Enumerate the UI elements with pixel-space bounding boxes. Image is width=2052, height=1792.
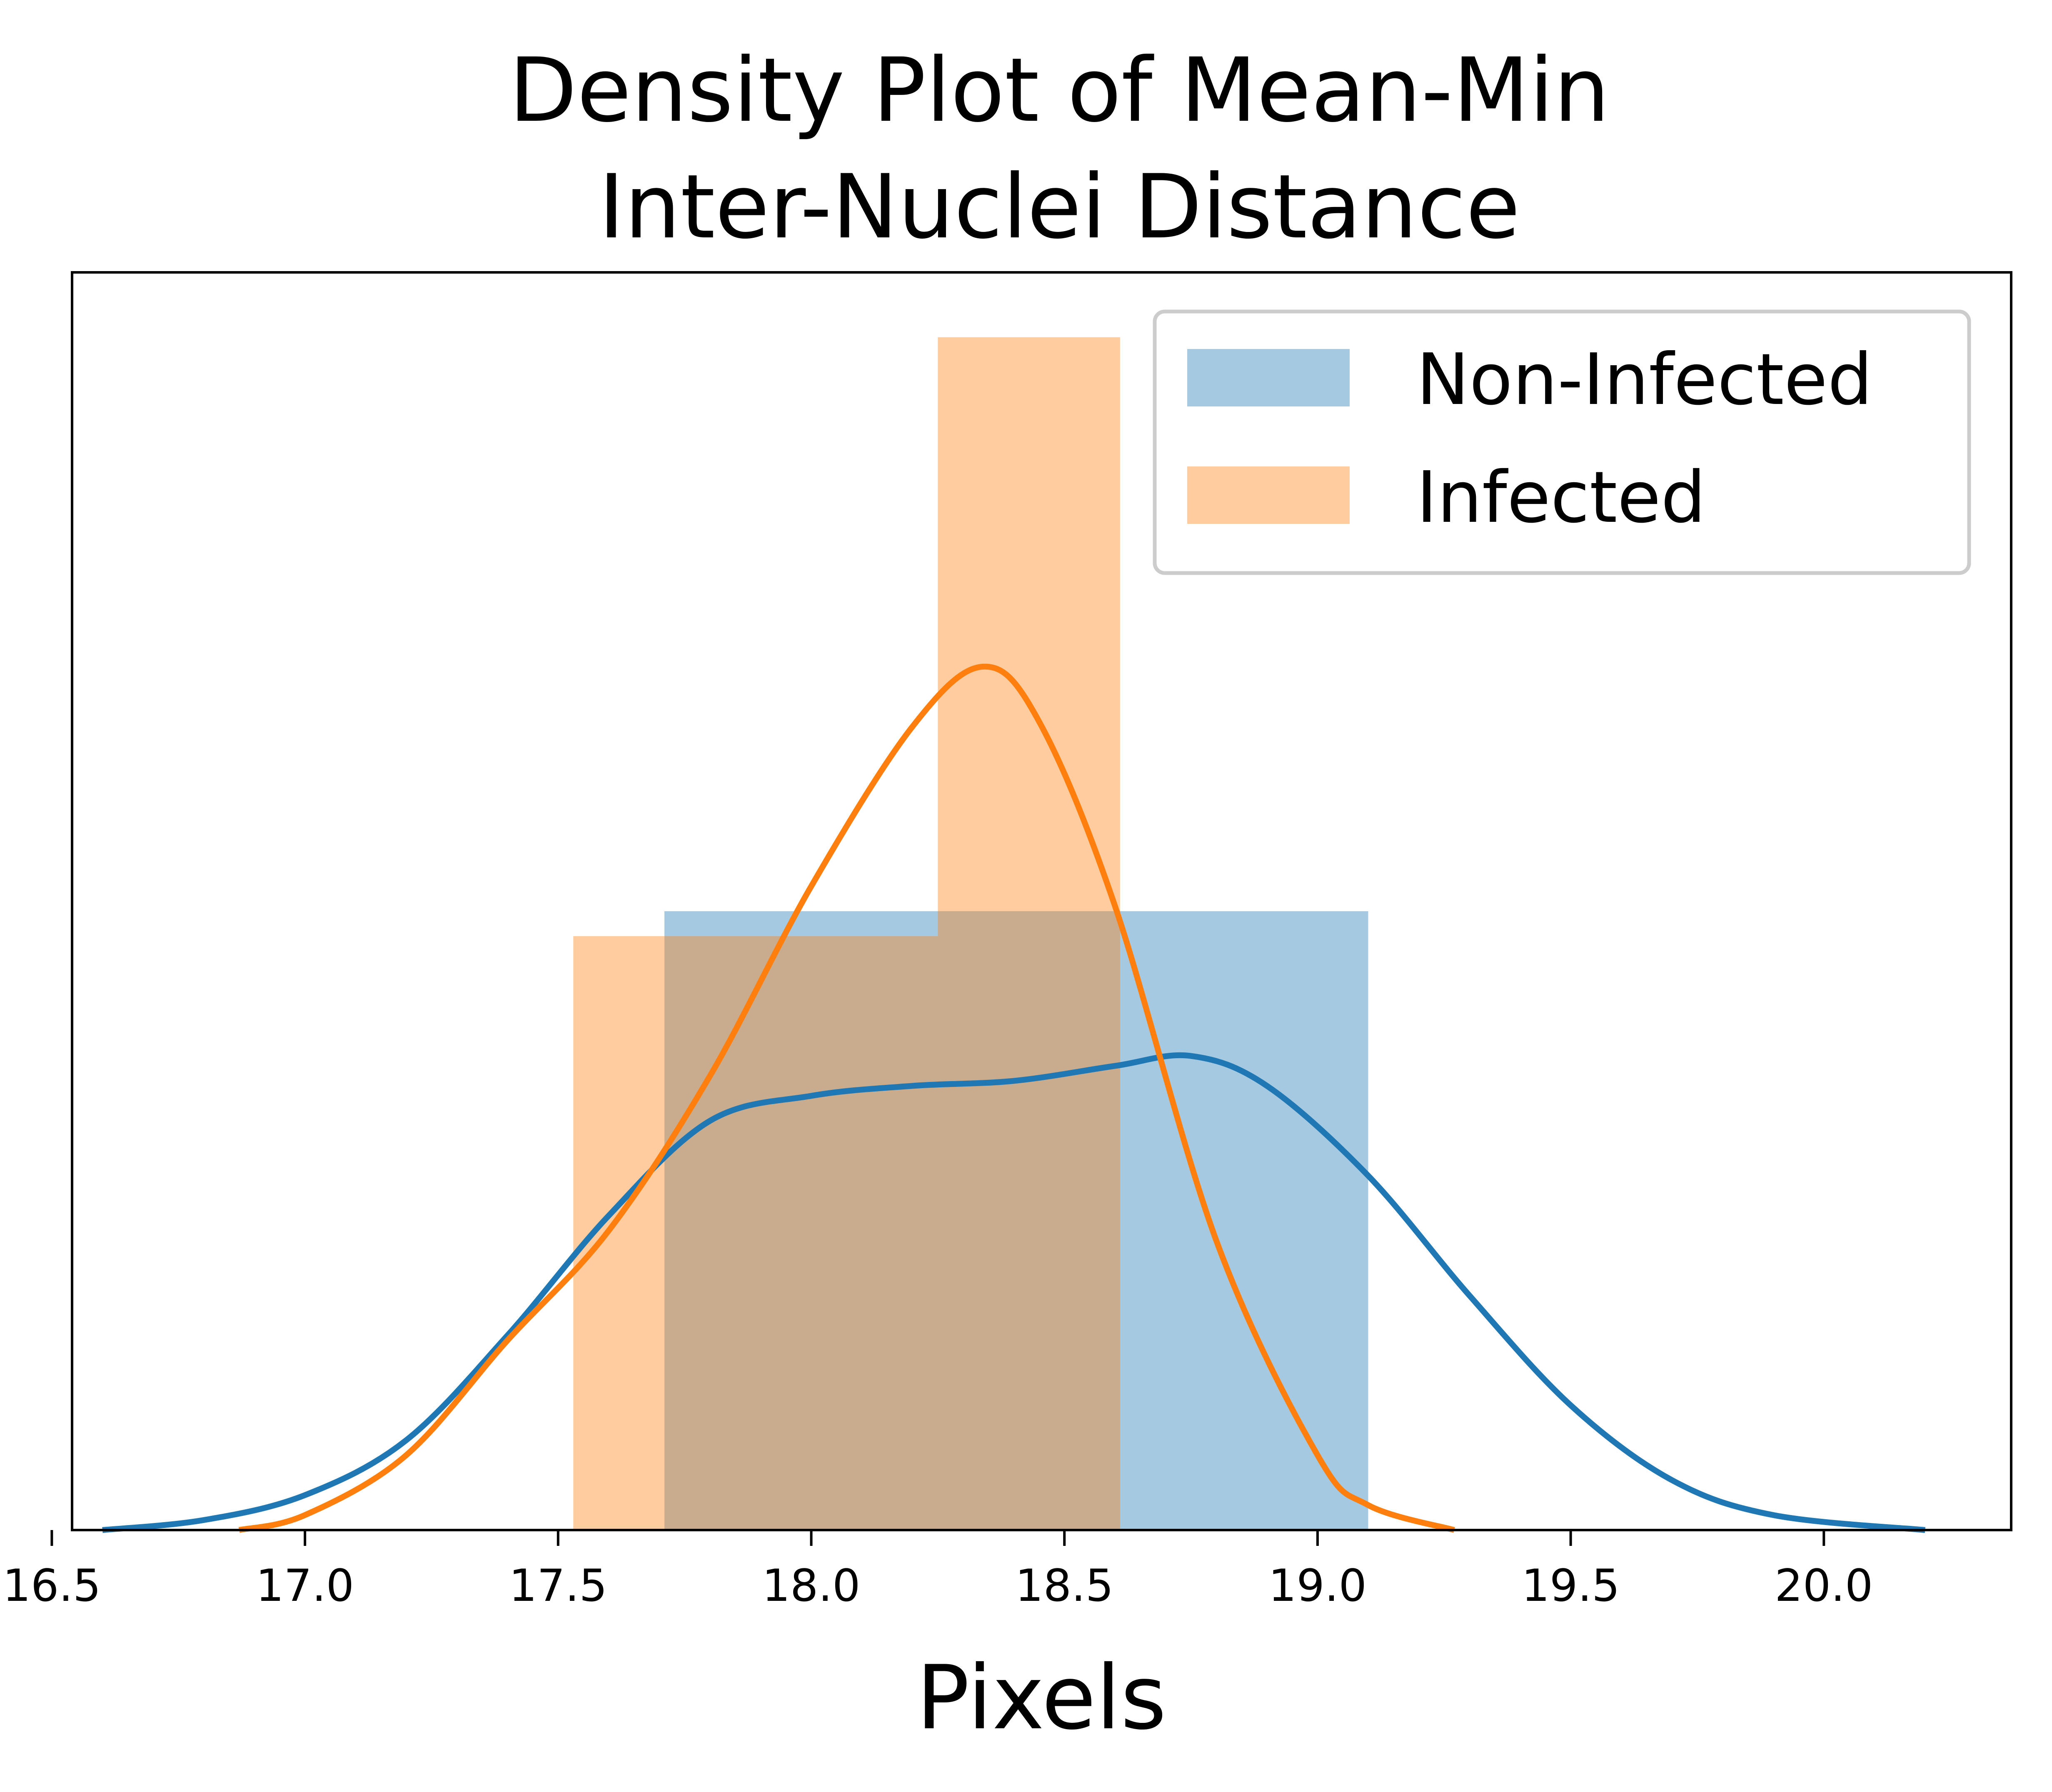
kde-line-infected: [238, 663, 1455, 1533]
x-tick-label: 19.0: [1268, 1560, 1367, 1611]
chart-title-line-2: Inter-Nuclei Distance: [599, 155, 1520, 258]
x-axis-label: Pixels: [916, 1646, 1167, 1749]
legend-label-infected: Infected: [1416, 456, 1706, 539]
legend-swatch-infected: [1187, 466, 1350, 524]
hist-bar-infected-1: [938, 337, 1120, 1530]
legend-box: [1153, 309, 1971, 575]
x-tick-label: 17.5: [509, 1560, 607, 1611]
kde-curves: [102, 663, 1926, 1533]
legend: Non-Infected Infected: [1153, 309, 1971, 575]
x-tick-label: 17.0: [256, 1560, 354, 1611]
hist-bar-non-infected-0: [664, 911, 1016, 1530]
x-tick-label: 16.5: [2, 1560, 101, 1611]
plot-frame: [71, 271, 2012, 1531]
legend-label-non-infected: Non-Infected: [1416, 339, 1872, 421]
x-tick-label: 18.5: [1015, 1560, 1113, 1611]
legend-swatch-non-infected: [1187, 349, 1350, 406]
x-axis-ticks: 16.5 17.0 17.5 18.0 18.5 19.0 19.5 20.0: [2, 1530, 1873, 1611]
x-tick-label: 20.0: [1775, 1560, 1873, 1611]
hist-bar-infected-0: [573, 936, 938, 1530]
x-tick-label: 19.5: [1522, 1560, 1620, 1611]
x-tick-label: 18.0: [762, 1560, 860, 1611]
hist-bar-non-infected-1: [1016, 911, 1368, 1530]
histogram-bars: [573, 337, 1368, 1530]
chart-title-line-1: Density Plot of Mean-Min: [509, 39, 1610, 142]
kde-line-non-infected: [102, 1052, 1926, 1533]
